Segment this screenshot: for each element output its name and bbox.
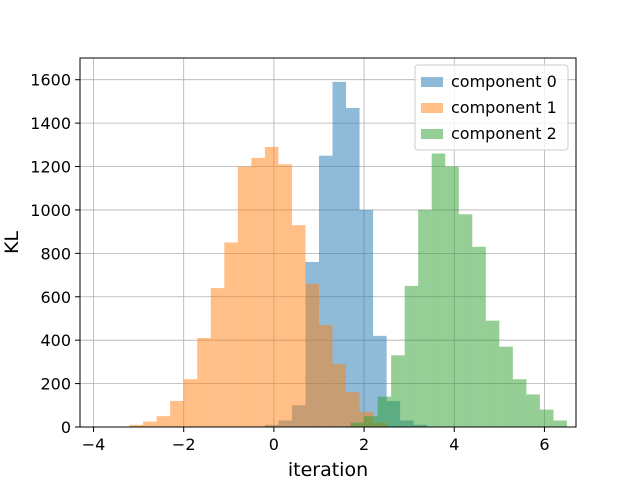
series-2-bars	[350, 153, 567, 427]
y-tick-label: 400	[40, 331, 71, 350]
histogram-bar	[404, 285, 419, 427]
histogram-bar	[332, 81, 347, 428]
histogram-bar	[197, 338, 211, 427]
histogram-bar	[445, 166, 459, 427]
y-tick-label: 1000	[30, 201, 71, 220]
histogram-bar	[418, 209, 432, 427]
legend: component 0 component 1 component 2	[414, 64, 569, 151]
histogram-bar	[350, 422, 365, 427]
x-axis-ticks: −4 −2 0 2 4 6	[82, 427, 550, 454]
y-tick-label: 1400	[30, 114, 71, 133]
y-tick-label: 800	[40, 244, 71, 263]
histogram-bar	[364, 416, 378, 427]
histogram-bar	[526, 394, 540, 427]
histogram-bar	[210, 288, 225, 427]
histogram-bar	[472, 246, 486, 427]
x-tick-label: 0	[269, 435, 279, 454]
histogram-bars	[129, 81, 567, 428]
histogram-bar	[318, 324, 333, 427]
histogram-bar	[224, 242, 238, 427]
histogram-bar	[278, 164, 292, 427]
histogram-bar	[359, 209, 374, 427]
histogram-bar	[143, 421, 157, 427]
x-axis-title: iteration	[288, 459, 368, 480]
y-tick-label: 1200	[30, 158, 71, 177]
x-tick-label: 4	[449, 435, 459, 454]
histogram-bar	[458, 214, 473, 427]
histogram-bar	[156, 416, 171, 427]
legend-label: component 2	[451, 124, 557, 143]
histogram-bar	[251, 157, 265, 428]
plot-area-frame	[79, 57, 577, 428]
legend-swatch	[421, 129, 443, 139]
series-1-bars	[129, 146, 387, 428]
histogram-bar	[264, 146, 279, 427]
legend-label: component 1	[451, 98, 557, 117]
histogram-bar	[377, 396, 392, 427]
histogram-bar	[346, 107, 360, 428]
x-tick-label: 6	[539, 435, 549, 454]
y-tick-label: 600	[40, 288, 71, 307]
histogram-bar	[485, 320, 500, 427]
legend-label: component 0	[451, 72, 557, 91]
histogram-bar	[512, 379, 527, 427]
y-axis-ticks: 0 200 400 600 800 1000 1200 1400 1600	[30, 71, 80, 437]
x-tick-label: 2	[359, 435, 369, 454]
histogram-bar	[346, 392, 360, 427]
histogram-bar	[539, 409, 554, 427]
legend-box	[414, 64, 569, 151]
histogram-bar	[391, 355, 405, 427]
histogram-bar	[183, 379, 198, 427]
legend-swatch	[421, 77, 443, 87]
histogram-bar	[305, 283, 319, 427]
histogram-bar	[332, 364, 347, 427]
y-tick-label: 0	[61, 418, 71, 437]
histogram-bar	[553, 420, 567, 427]
y-tick-label: 1600	[30, 71, 71, 90]
histogram-bar	[291, 225, 306, 427]
histogram-bar	[170, 400, 184, 427]
legend-swatch	[421, 103, 443, 113]
y-axis-title: KL	[1, 231, 23, 254]
histogram-bar	[431, 153, 446, 427]
histogram-bar	[237, 166, 252, 427]
x-tick-label: −4	[82, 435, 106, 454]
y-tick-label: 200	[40, 375, 71, 394]
histogram-bar	[499, 346, 513, 427]
x-tick-label: −2	[172, 435, 196, 454]
histogram-bar	[129, 424, 144, 427]
